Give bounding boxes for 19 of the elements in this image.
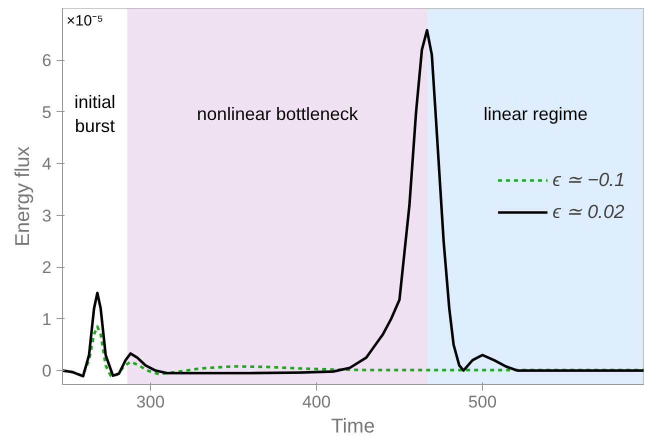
band-label: initial burst [74,92,116,136]
y-tick-label: 1 [42,310,52,329]
y-tick-label: 3 [42,206,52,226]
legend-label: ϵ ≃ −0.1 [552,169,625,192]
y-tick-label: 2 [42,258,52,278]
x-tick-label: 300 [136,392,165,412]
band-label: nonlinear bottleneck [196,104,360,124]
y-tick-label: 5 [42,102,52,122]
x-tick-label: 400 [302,392,331,412]
band-label: linear regime [484,104,588,124]
x-tick-label: 500 [468,392,497,412]
legend-label: ϵ ≃ 0.02 [552,201,624,224]
y-tick-label: 6 [42,51,52,70]
annotation: ×10⁻⁵ [66,12,104,30]
y-tick-label: 0 [42,362,52,381]
x-axis-title: Time [331,416,375,438]
line-series [62,28,644,378]
y-tick-label: 4 [42,154,52,174]
y-axis-title: Energy flux [12,146,34,247]
